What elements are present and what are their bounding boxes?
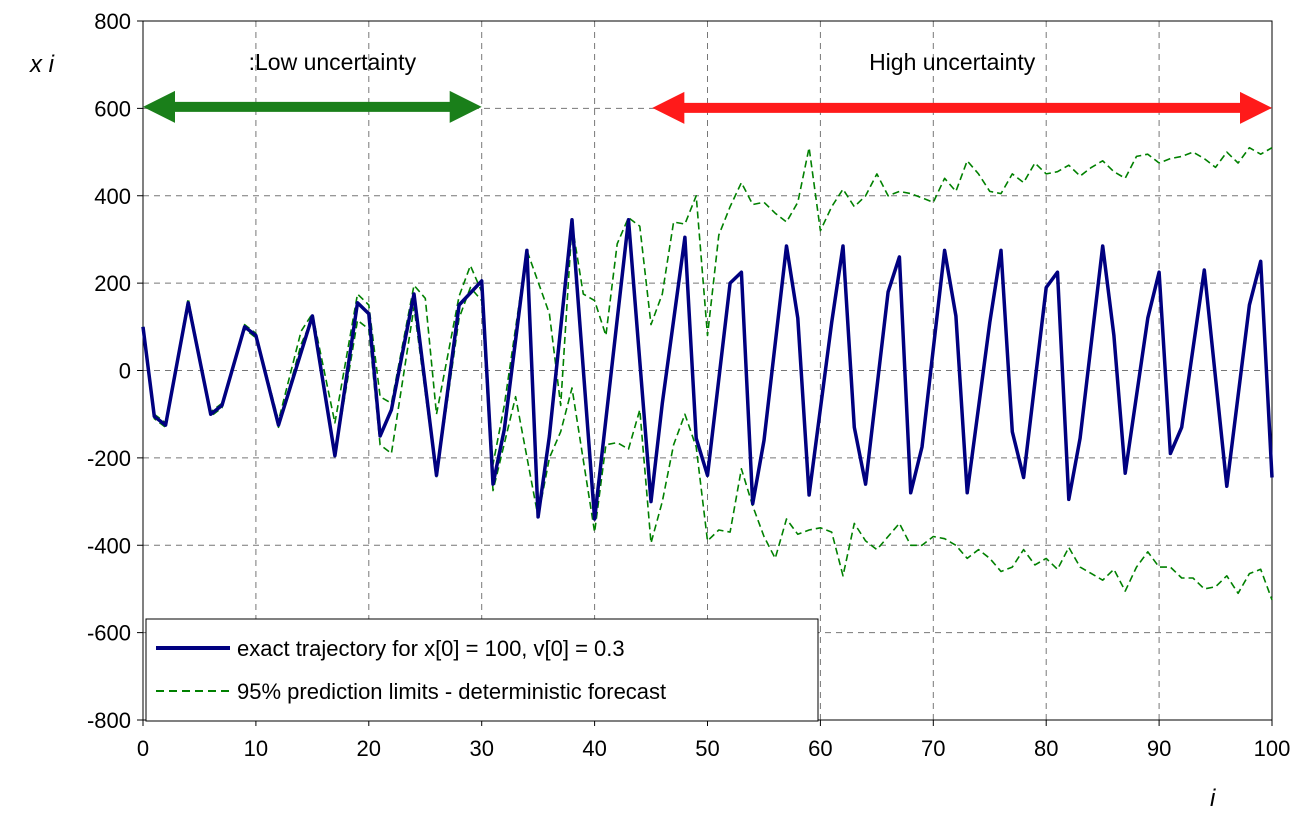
low-uncertainty-annotation: :Low uncertainty bbox=[143, 49, 482, 123]
y-tick-label: -400 bbox=[87, 533, 131, 558]
series-layer bbox=[141, 146, 1274, 601]
legend: exact trajectory for x[0] = 100, v[0] = … bbox=[145, 618, 819, 722]
arrow-head-right bbox=[1240, 91, 1272, 124]
x-tick-label: 100 bbox=[1254, 736, 1291, 761]
high-uncertainty-annotation: High uncertainty bbox=[652, 49, 1272, 124]
low-uncertainty-label: :Low uncertainty bbox=[249, 49, 417, 75]
x-tick-label: 30 bbox=[469, 736, 493, 761]
arrow-head-left bbox=[652, 91, 685, 124]
x-tick-label: 70 bbox=[921, 736, 945, 761]
arrow-head-right bbox=[449, 90, 482, 123]
arrow-head-left bbox=[143, 90, 175, 123]
series-upper-prediction-limit bbox=[142, 146, 1273, 466]
y-tick-label: -600 bbox=[87, 621, 131, 646]
grid-lines bbox=[143, 21, 1272, 720]
series-exact-trajectory bbox=[141, 218, 1274, 521]
x-tick-label: 60 bbox=[808, 736, 832, 761]
low-uncertainty-double-arrow bbox=[143, 90, 482, 123]
high-uncertainty-double-arrow bbox=[652, 91, 1272, 124]
x-tick-label: 10 bbox=[244, 736, 268, 761]
series-lower-prediction-limit bbox=[142, 286, 1273, 601]
y-tick-label: 400 bbox=[94, 184, 131, 209]
y-axis-label: x i bbox=[29, 51, 55, 78]
x-axis-label: i bbox=[1210, 785, 1216, 812]
x-tick-label: 40 bbox=[582, 736, 606, 761]
y-tick-label: 200 bbox=[94, 271, 131, 296]
legend-label-exact: exact trajectory for x[0] = 100, v[0] = … bbox=[237, 636, 625, 661]
x-tick-label: 50 bbox=[695, 736, 719, 761]
y-tick-label: -800 bbox=[87, 708, 131, 733]
y-tick-label: -200 bbox=[87, 446, 131, 471]
x-tick-label: 90 bbox=[1147, 736, 1171, 761]
y-tick-label: 800 bbox=[94, 9, 131, 34]
high-uncertainty-label: High uncertainty bbox=[869, 49, 1036, 75]
legend-box bbox=[145, 618, 819, 722]
x-tick-label: 0 bbox=[137, 736, 149, 761]
x-axis-ticks: 0 10 20 30 40 50 60 70 80 90 100 bbox=[137, 720, 1290, 761]
x-tick-label: 20 bbox=[357, 736, 381, 761]
legend-label-limits: 95% prediction limits - deterministic fo… bbox=[237, 679, 666, 704]
y-axis-ticks: 800 600 400 200 0 -200 -400 -600 -800 bbox=[87, 9, 143, 733]
y-tick-label: 600 bbox=[94, 96, 131, 121]
y-tick-label: 0 bbox=[119, 359, 131, 384]
x-tick-label: 80 bbox=[1034, 736, 1058, 761]
